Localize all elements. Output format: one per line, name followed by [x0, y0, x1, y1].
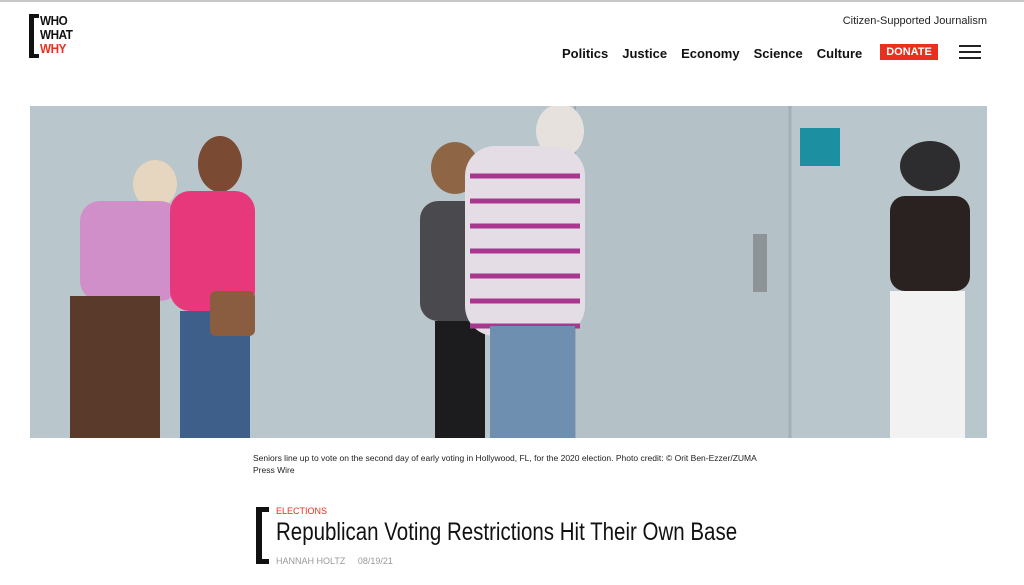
- nav-economy[interactable]: Economy: [681, 46, 740, 61]
- nav-politics[interactable]: Politics: [562, 46, 609, 61]
- main-nav: Politics Justice Economy Science Culture…: [562, 43, 938, 61]
- site-logo[interactable]: WHO WHAT WHY: [29, 14, 75, 60]
- photo-caption: Seniors line up to vote on the second da…: [253, 453, 757, 475]
- logo-bracket: [29, 14, 34, 58]
- title-bracket-icon: [256, 507, 269, 564]
- nav-justice[interactable]: Justice: [622, 46, 668, 61]
- byline: HANNAH HOLTZ 08/19/21: [276, 556, 403, 566]
- donate-button[interactable]: DONATE: [880, 43, 938, 60]
- nav-culture[interactable]: Culture: [816, 46, 863, 61]
- logo-who: WHO: [40, 13, 68, 28]
- hero-photo-illustration: [30, 106, 987, 438]
- tagline: Citizen-Supported Journalism: [842, 15, 987, 27]
- author-link[interactable]: HANNAH HOLTZ: [276, 556, 346, 566]
- nav-science[interactable]: Science: [753, 46, 803, 61]
- hamburger-icon[interactable]: [959, 45, 981, 59]
- logo-bracket-top: [29, 14, 39, 18]
- logo-bracket-bottom: [29, 54, 39, 58]
- category-link[interactable]: ELECTIONS: [276, 506, 328, 516]
- publish-date: 08/19/21: [357, 556, 393, 566]
- logo-what: WHAT: [40, 27, 73, 42]
- hero-image: [30, 106, 987, 438]
- article-title: Republican Voting Restrictions Hit Their…: [276, 518, 738, 546]
- logo-why: WHY: [40, 41, 66, 56]
